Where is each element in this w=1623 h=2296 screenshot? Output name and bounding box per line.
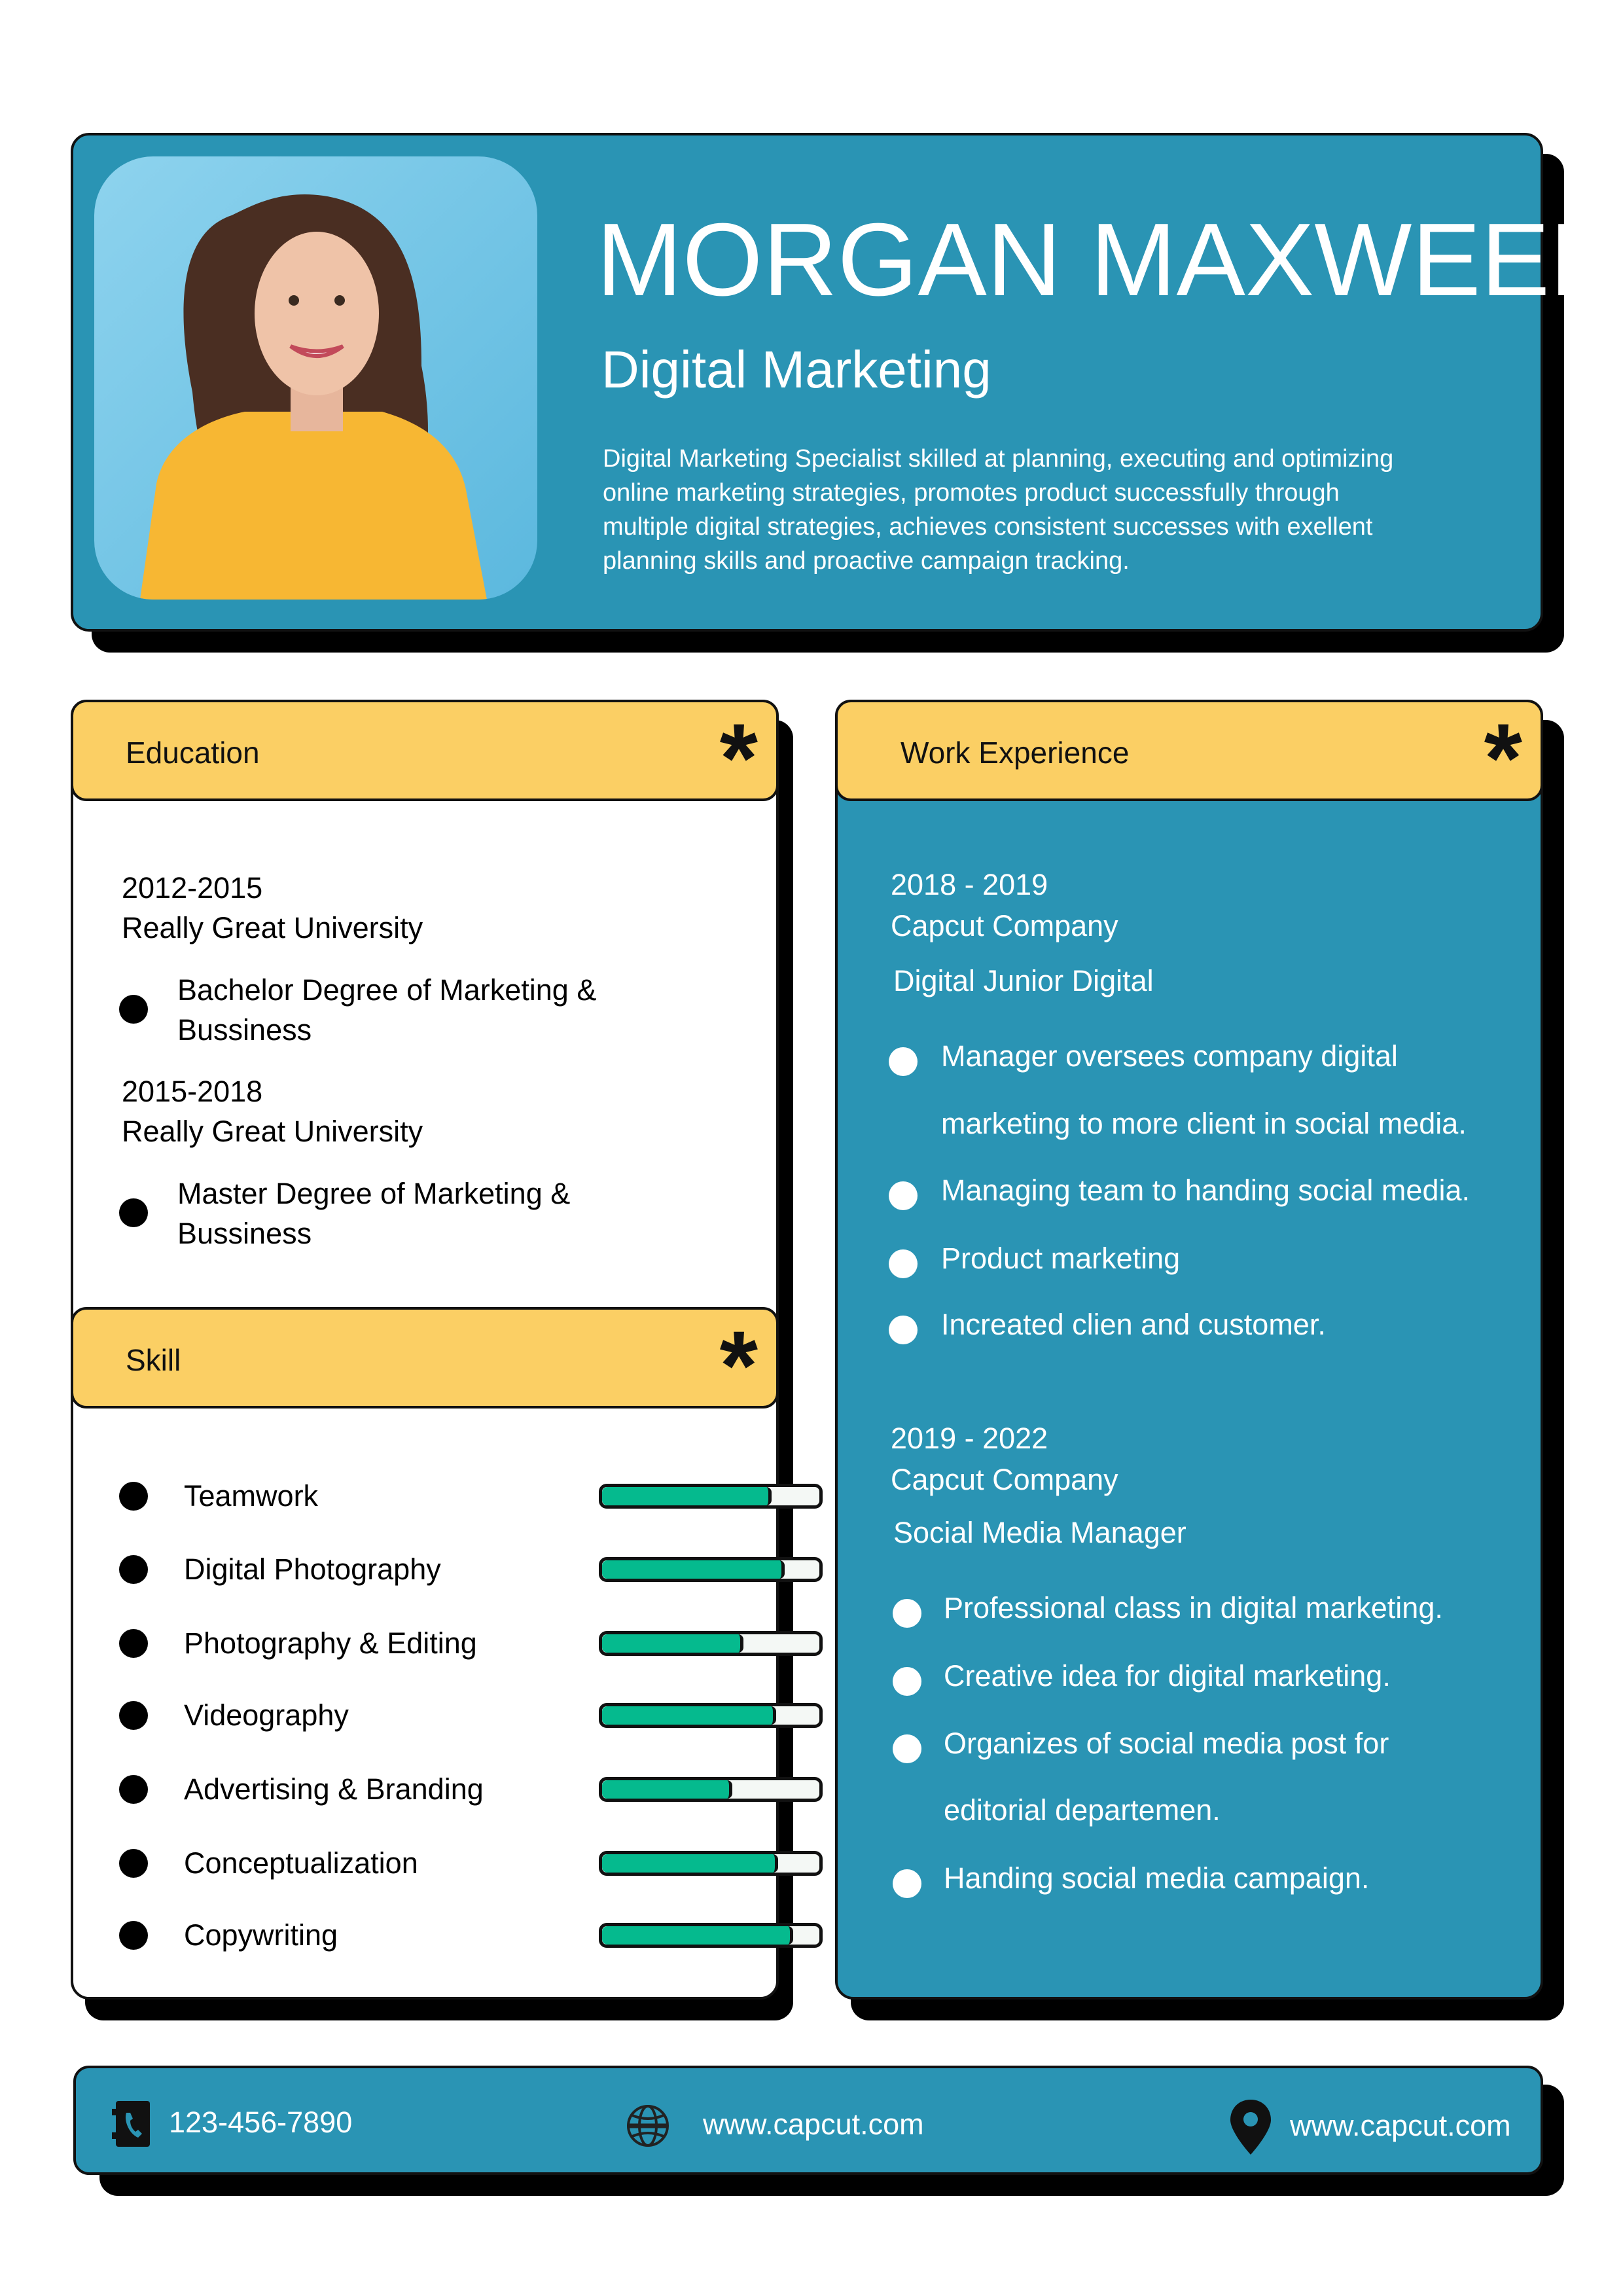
skill-label: Teamwork <box>184 1479 319 1513</box>
bullet-icon <box>889 1047 918 1076</box>
summary-line: online marketing strategies, promotes pr… <box>603 479 1340 507</box>
header-card: MORGAN MAXWEEL Digital Marketing Digital… <box>71 133 1607 632</box>
job-company: Capcut Company <box>891 909 1118 942</box>
skill-label: Advertising & Branding <box>184 1772 484 1806</box>
job-bullet: Product marketing <box>941 1242 1181 1275</box>
skill-label: Digital Photography <box>184 1552 441 1586</box>
job-bullet: Professional class in digital marketing. <box>944 1591 1443 1624</box>
skill-level-bar <box>599 1484 823 1509</box>
education-heading: Education <box>126 736 260 770</box>
skill-label: Photography & Editing <box>184 1626 477 1660</box>
skill-level-bar <box>599 1923 823 1948</box>
education-degree: Bachelor Degree of Marketing & <box>177 973 597 1007</box>
asterisk-icon: * <box>719 1310 758 1420</box>
bullet-icon <box>893 1599 921 1628</box>
bullet-icon <box>119 1482 148 1511</box>
bullet-icon <box>119 1849 148 1878</box>
education-school: Really Great University <box>122 911 423 944</box>
bullet-icon <box>119 1701 148 1730</box>
job-bullet: Increated clien and customer. <box>941 1308 1326 1341</box>
skill-level-fill <box>602 1780 733 1799</box>
phone-number[interactable]: 123-456-7890 <box>169 2106 353 2139</box>
education-skill-card: Education * 2012-2015 Really Great Unive… <box>71 700 823 2000</box>
bullet-icon <box>893 1667 921 1696</box>
summary-line: planning skills and proactive campaign t… <box>603 547 1130 575</box>
summary-line: multiple digital strategies, achieves co… <box>603 513 1373 541</box>
skill-label: Videography <box>184 1698 349 1732</box>
website-link[interactable]: www.capcut.com <box>703 2108 924 2141</box>
contact-bar: 123-456-7890 www.capcut.com www.capcut.c… <box>73 2066 1543 2175</box>
summary: Digital Marketing Specialist skilled at … <box>603 442 1393 578</box>
skill-label: Copywriting <box>184 1918 338 1952</box>
asterisk-icon: * <box>719 703 758 813</box>
education-years: 2012-2015 <box>122 871 263 905</box>
profile-photo <box>94 156 537 600</box>
work-heading: Work Experience <box>901 736 1130 770</box>
job-bullet: Manager oversees company digital <box>941 1039 1398 1073</box>
skill-level-fill <box>602 1487 772 1505</box>
job-role: Digital Junior Digital <box>893 964 1154 997</box>
skill-level-bar <box>599 1851 823 1876</box>
job-bullet: editorial departemen. <box>944 1793 1221 1827</box>
globe-icon <box>627 2105 669 2147</box>
skill-header: Skill * <box>71 1307 779 1414</box>
job-role: Social Media Manager <box>893 1516 1186 1549</box>
skill-level-bar <box>599 1557 823 1582</box>
job-bullet: Handing social media campaign. <box>944 1861 1370 1895</box>
skill-level-bar <box>599 1777 823 1802</box>
education-school: Really Great University <box>122 1115 423 1148</box>
education-degree: Bussiness <box>177 1013 312 1047</box>
summary-line: Digital Marketing Specialist skilled at … <box>603 445 1394 473</box>
education-degree: Bussiness <box>177 1217 312 1250</box>
map-pin-icon <box>1230 2100 1271 2155</box>
education-years: 2015-2018 <box>122 1075 263 1108</box>
skill-level-fill <box>602 1560 785 1579</box>
skill-level-fill <box>602 1854 778 1873</box>
job-bullet: Creative idea for digital marketing. <box>944 1659 1391 1693</box>
job-title: Digital Marketing <box>601 340 991 399</box>
education-degree: Master Degree of Marketing & <box>177 1177 571 1210</box>
bullet-icon <box>889 1181 918 1210</box>
work-card: Work Experience * 2018 - 2019 Capcut Com… <box>835 700 1543 2000</box>
skill-level-fill <box>602 1706 776 1725</box>
location-link[interactable]: www.capcut.com <box>1290 2109 1511 2142</box>
bullet-icon <box>119 1629 148 1658</box>
job-bullet: marketing to more client in social media… <box>941 1107 1467 1140</box>
bullet-icon <box>119 995 148 1024</box>
skill-level-fill <box>602 1926 794 1945</box>
skill-heading: Skill <box>126 1343 181 1377</box>
candidate-name: MORGAN MAXWEEL <box>596 202 1608 317</box>
skill-level-bar <box>599 1631 823 1656</box>
skill-level-bar <box>599 1703 823 1728</box>
bullet-icon <box>119 1555 148 1584</box>
bullet-icon <box>119 1921 148 1950</box>
job-bullet: Managing team to handing social media. <box>941 1174 1471 1207</box>
bullet-icon <box>893 1734 921 1763</box>
skill-level-fill <box>602 1634 743 1653</box>
phone-icon <box>112 2101 150 2147</box>
job-years: 2019 - 2022 <box>891 1422 1048 1455</box>
bullet-icon <box>893 1869 921 1898</box>
education-header: Education * <box>71 700 779 807</box>
work-header: Work Experience * <box>835 700 1543 807</box>
job-bullet: Organizes of social media post for <box>944 1727 1389 1760</box>
job-company: Capcut Company <box>891 1463 1118 1496</box>
asterisk-icon: * <box>1484 703 1522 813</box>
bullet-icon <box>119 1198 148 1227</box>
bullet-icon <box>889 1249 918 1278</box>
bullet-icon <box>119 1775 148 1804</box>
skill-label: Conceptualization <box>184 1846 418 1880</box>
bullet-icon <box>889 1316 918 1344</box>
job-years: 2018 - 2019 <box>891 868 1048 901</box>
